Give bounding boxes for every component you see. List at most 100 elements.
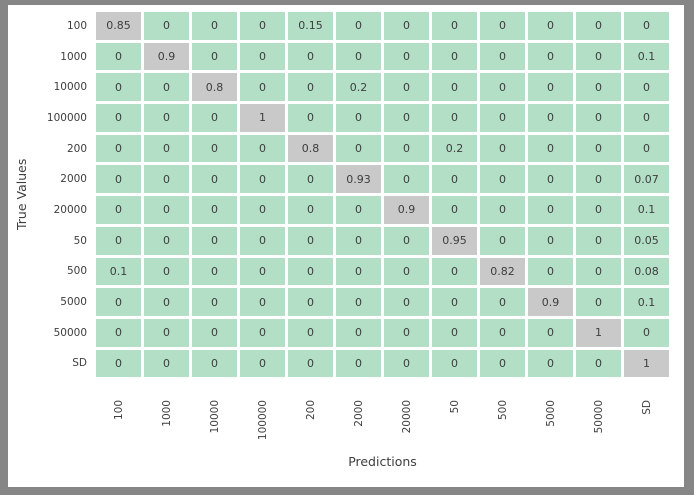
matrix-cell: 0 <box>144 288 189 316</box>
matrix-cell: 0.82 <box>480 257 525 286</box>
y-tick-label: 5000 <box>60 296 87 309</box>
matrix-cell: 0 <box>336 42 381 71</box>
matrix-cell: 0 <box>480 288 525 316</box>
matrix-cell: 0.95 <box>432 226 477 255</box>
matrix-cell: 0 <box>384 165 429 194</box>
matrix-cell: 0 <box>96 196 141 224</box>
matrix-cell: 0 <box>192 257 237 286</box>
matrix-cell: 0 <box>144 349 189 378</box>
matrix-cell: 0 <box>480 134 525 163</box>
matrix-cell: 0 <box>528 134 573 163</box>
matrix-cell: 0.8 <box>192 73 237 102</box>
matrix-cell: 0 <box>528 318 573 347</box>
matrix-cell: 0 <box>144 134 189 163</box>
matrix-cell: 0.1 <box>624 288 669 316</box>
matrix-cell: 0 <box>528 226 573 255</box>
plot-area: True Values 100 0.85 0 0 0 0.15 0 0 0 0 0 0 0 1000 0 0.… <box>8 5 684 487</box>
matrix-cell: 0 <box>528 104 573 132</box>
matrix-cell: 0 <box>144 226 189 255</box>
matrix-cell: 0 <box>576 12 621 40</box>
y-tick-label: 10000 <box>53 81 87 94</box>
matrix-cell: 0 <box>624 318 669 347</box>
matrix-cell: 0 <box>384 42 429 71</box>
matrix-cell: 0.93 <box>336 165 381 194</box>
matrix-cell: 0.2 <box>432 134 477 163</box>
matrix-cell: 0 <box>192 196 237 224</box>
matrix-cell: 0 <box>528 42 573 71</box>
matrix-cell: 0.2 <box>336 73 381 102</box>
matrix-cell: 0 <box>96 226 141 255</box>
matrix-cell: 0 <box>336 134 381 163</box>
matrix-cell: 0.07 <box>624 165 669 194</box>
matrix-cell: 0 <box>192 12 237 40</box>
matrix-cell: 1 <box>240 104 285 132</box>
matrix-cell: 0 <box>144 318 189 347</box>
matrix-cell: 0 <box>576 349 621 378</box>
matrix-cell: 0 <box>240 12 285 40</box>
matrix-cell: 0 <box>576 165 621 194</box>
matrix-cell: 0 <box>336 288 381 316</box>
matrix-cell: 0 <box>432 349 477 378</box>
matrix-cell: 0 <box>240 257 285 286</box>
matrix-cell: 0.9 <box>144 42 189 71</box>
matrix-cell: 0 <box>432 12 477 40</box>
matrix-cell: 0 <box>528 196 573 224</box>
matrix-cell: 0.9 <box>384 196 429 224</box>
matrix-cell: 0 <box>480 42 525 71</box>
matrix-cell: 0.1 <box>624 196 669 224</box>
matrix-cell: 0 <box>288 196 333 224</box>
y-tick-label: 100000 <box>46 111 87 124</box>
matrix-cell: 0.9 <box>528 288 573 316</box>
matrix-cell: 0 <box>288 288 333 316</box>
matrix-cell: 0 <box>624 12 669 40</box>
matrix-cell: 0 <box>432 104 477 132</box>
matrix-cell: 0 <box>432 165 477 194</box>
matrix-cell: 0 <box>288 349 333 378</box>
matrix-cell: 0 <box>240 134 285 163</box>
y-tick-label: SD <box>72 357 87 370</box>
matrix-cell: 0 <box>384 104 429 132</box>
matrix-cell: 1 <box>576 318 621 347</box>
matrix-cell: 0 <box>144 73 189 102</box>
matrix-cell: 0 <box>576 196 621 224</box>
matrix-cell: 0 <box>432 318 477 347</box>
matrix-cell: 0 <box>528 12 573 40</box>
y-tick-label: 50 <box>73 234 87 247</box>
matrix-cell: 0 <box>144 104 189 132</box>
matrix-cell: 0 <box>576 134 621 163</box>
matrix-cell: 0 <box>240 349 285 378</box>
matrix-cell: 0 <box>96 165 141 194</box>
matrix-cell: 0 <box>576 288 621 316</box>
matrix-cell: 0.85 <box>96 12 141 40</box>
matrix-cell: 0.1 <box>624 42 669 71</box>
matrix-cell: 0 <box>336 196 381 224</box>
matrix-cell: 0 <box>192 349 237 378</box>
y-tick-label: 200 <box>66 142 87 155</box>
matrix-cell: 0 <box>624 73 669 102</box>
matrix-cell: 0 <box>336 349 381 378</box>
matrix-cell: 0 <box>576 104 621 132</box>
matrix-cell: 0 <box>240 73 285 102</box>
matrix-cell: 0 <box>480 318 525 347</box>
matrix-cell: 0 <box>240 318 285 347</box>
matrix-cell: 0.05 <box>624 226 669 255</box>
y-tick-label: 50000 <box>53 326 87 339</box>
matrix-cell: 0 <box>96 73 141 102</box>
matrix-cell: 0 <box>288 318 333 347</box>
matrix-cell: 0 <box>240 42 285 71</box>
matrix-cell: 0 <box>144 12 189 40</box>
matrix-cell: 0 <box>288 73 333 102</box>
matrix-cell: 0 <box>96 134 141 163</box>
matrix-cell: 0 <box>528 257 573 286</box>
matrix-cell: 0 <box>480 12 525 40</box>
y-tick-label: 20000 <box>53 203 87 216</box>
matrix-cell: 0 <box>480 165 525 194</box>
matrix-cell: 0 <box>192 134 237 163</box>
matrix-cell: 0 <box>96 349 141 378</box>
matrix-cell: 0 <box>384 226 429 255</box>
matrix-cell: 0 <box>96 104 141 132</box>
matrix-cell: 0 <box>96 288 141 316</box>
matrix-cell: 0 <box>432 196 477 224</box>
matrix-cell: 0.15 <box>288 12 333 40</box>
matrix-cell: 0 <box>480 104 525 132</box>
